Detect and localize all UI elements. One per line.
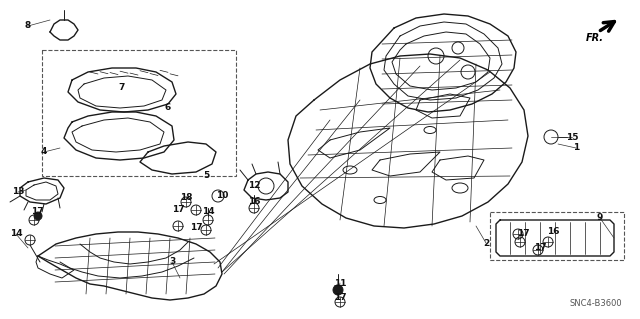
- Text: 17: 17: [189, 224, 202, 233]
- Bar: [42, 50, 236, 176]
- Bar: [490, 212, 624, 260]
- Text: 16: 16: [547, 227, 559, 236]
- Text: 9: 9: [597, 213, 603, 222]
- Circle shape: [333, 285, 343, 295]
- Text: 12: 12: [248, 181, 260, 189]
- Text: 5: 5: [203, 172, 209, 181]
- Text: SNC4-B3600: SNC4-B3600: [570, 299, 622, 308]
- Text: 14: 14: [10, 229, 22, 239]
- Text: 4: 4: [41, 147, 47, 157]
- Text: 13: 13: [12, 188, 24, 197]
- Text: 2: 2: [483, 239, 489, 248]
- Text: 15: 15: [566, 132, 579, 142]
- Text: FR.: FR.: [586, 33, 604, 43]
- Text: 11: 11: [333, 278, 346, 287]
- Text: 7: 7: [119, 84, 125, 93]
- Text: 1: 1: [573, 144, 579, 152]
- Text: 17: 17: [534, 243, 547, 253]
- Text: 3: 3: [169, 257, 175, 266]
- Text: 17: 17: [516, 228, 529, 238]
- Text: 17: 17: [172, 205, 184, 214]
- Text: 18: 18: [180, 192, 192, 202]
- Text: 8: 8: [25, 21, 31, 31]
- Text: 6: 6: [165, 102, 171, 112]
- Text: 14: 14: [202, 207, 214, 217]
- Text: 16: 16: [248, 197, 260, 206]
- Text: 10: 10: [216, 190, 228, 199]
- Text: 17: 17: [31, 207, 44, 217]
- Circle shape: [34, 212, 42, 220]
- Text: 17: 17: [333, 293, 346, 302]
